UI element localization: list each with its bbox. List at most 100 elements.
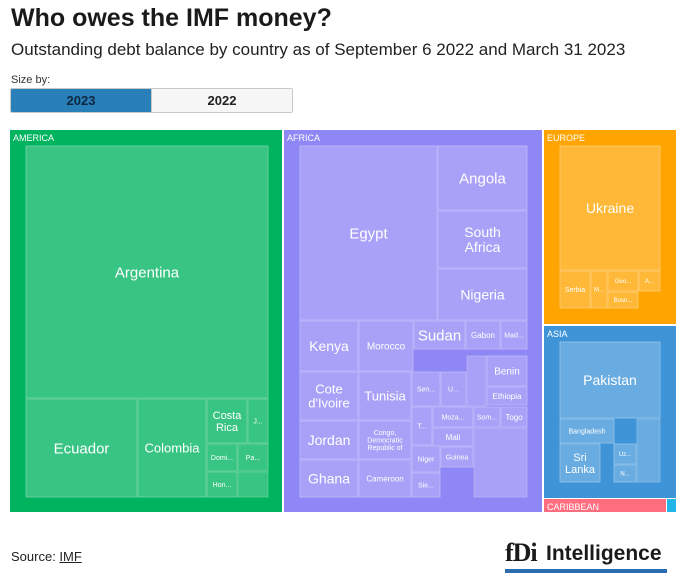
tile-bangladesh[interactable] (559, 418, 615, 444)
tile-label-togo: Togo (505, 413, 523, 422)
tile-benin[interactable] (486, 355, 528, 387)
size-by-2022-button[interactable]: 2022 (151, 89, 292, 112)
tile-label-benin: Benin (494, 367, 520, 378)
tile-domi[interactable] (206, 443, 238, 472)
tile-tunisia[interactable] (358, 371, 412, 421)
tile-label-mad: Mad... (504, 333, 524, 340)
tile-argentina[interactable] (25, 145, 269, 399)
tile-ethiopia[interactable] (486, 386, 528, 406)
tile-gabon[interactable] (465, 320, 501, 350)
region-label-america: AMERICA (13, 133, 54, 143)
tile-kenya[interactable] (299, 320, 359, 372)
tile-cote-d-ivoire[interactable] (299, 371, 359, 421)
tile-label-morocco: Morocco (367, 342, 406, 353)
logo-text: Intelligence (546, 542, 662, 565)
tile-sie[interactable] (411, 472, 441, 498)
tile-uz[interactable] (613, 443, 637, 465)
region-africa-minor-tiles-1 (473, 427, 528, 498)
tile-label-sri-lanka: Sri Lanka (565, 452, 596, 476)
tile-colombia[interactable] (137, 398, 207, 498)
tile-label-bangladesh: Bangladesh (569, 429, 606, 436)
tile-niger[interactable] (411, 445, 441, 473)
tile-label-south-africa: South Africa (464, 224, 501, 255)
tile-label-j: J... (253, 419, 262, 426)
tile-label-som: Som... (477, 415, 497, 422)
tile-label-ethiopia: Ethiopia (493, 392, 522, 401)
region-label-africa: AFRICA (287, 133, 320, 143)
tile-congo-democratic-republic-of[interactable] (358, 420, 412, 460)
tile-t[interactable] (411, 406, 433, 446)
tile-label-serbia: Serbia (565, 287, 585, 294)
tile-som[interactable] (473, 406, 501, 428)
tile-serbia[interactable] (559, 270, 591, 309)
source-link[interactable]: IMF (59, 549, 82, 564)
tile-egypt[interactable] (299, 145, 438, 321)
tile-sen[interactable] (411, 371, 441, 407)
tile-costa-rica[interactable] (206, 398, 248, 444)
tile-south-africa[interactable] (437, 210, 528, 269)
logo-underline-bar (505, 569, 667, 573)
tile-j[interactable] (247, 398, 269, 444)
tile-morocco[interactable] (358, 320, 414, 372)
chart-subtitle: Outstanding debt balance by country as o… (11, 40, 626, 59)
tile-mali[interactable] (432, 427, 474, 447)
tile-label-cameroon: Cameroon (366, 474, 403, 483)
chart-title: Who owes the IMF money? (11, 4, 332, 32)
tile-jordan[interactable] (299, 420, 359, 460)
tile-label-ghana: Ghana (308, 471, 350, 487)
tile-label-guinea: Guinea (446, 455, 469, 462)
region-africa-minor-tiles-0 (466, 355, 487, 407)
size-by-label: Size by: (11, 74, 51, 86)
tile-togo[interactable] (500, 406, 528, 428)
tile-label-n: N... (620, 472, 630, 478)
tile-pakistan[interactable] (559, 341, 661, 419)
tile-sri-lanka[interactable] (559, 443, 601, 483)
tile-label-bosn: Bosn... (614, 298, 633, 304)
tile-label-gabon: Gabon (471, 331, 495, 340)
logo-mark: fDi (505, 538, 538, 567)
tile-label-angola: Angola (459, 170, 506, 187)
tile-angola[interactable] (437, 145, 528, 211)
tile-cameroon[interactable] (358, 459, 412, 498)
tile-label-tunisia: Tunisia (364, 389, 406, 404)
tile-nigeria[interactable] (437, 268, 528, 321)
fdi-intelligence-logo: fDi Intelligence (505, 538, 673, 578)
tile-ukraine[interactable] (559, 145, 661, 271)
region-label-caribbean: CARIBBEAN (547, 502, 599, 512)
region-label-europe: EUROPE (547, 133, 585, 143)
tile-label-congo-democratic-republic-of: Congo, Democratic Republic of (367, 430, 403, 452)
tile-m[interactable] (590, 270, 608, 309)
tile-label-m: M... (594, 288, 604, 294)
tile-pa[interactable] (237, 443, 269, 472)
tile-hon[interactable] (206, 471, 238, 498)
tile-label-domi: Domi... (211, 455, 233, 462)
tile-label-sudan: Sudan (418, 327, 461, 344)
region-other-strip[interactable] (667, 499, 676, 512)
tile-label-cote-d-ivoire: Cote d'Ivoire (308, 382, 350, 411)
tile-ecuador[interactable] (25, 398, 138, 498)
tile-label-egypt: Egypt (349, 225, 388, 242)
size-by-2023-button[interactable]: 2023 (11, 89, 151, 112)
tile-label-uz: Uz... (619, 452, 632, 458)
region-caribbean[interactable] (544, 499, 666, 512)
tile-label-jordan: Jordan (308, 432, 351, 448)
tile-a[interactable] (638, 270, 661, 292)
tile-n[interactable] (613, 464, 637, 483)
tile-label-niger: Niger (418, 457, 435, 464)
tile-sudan[interactable] (413, 320, 466, 350)
tile-moza[interactable] (432, 406, 474, 428)
tile-bosn[interactable] (607, 291, 639, 309)
tile-ghana[interactable] (299, 459, 359, 498)
tile-label-kenya: Kenya (309, 338, 349, 354)
tile-label-sen: Sen... (417, 387, 435, 394)
tile-label-nigeria: Nigeria (460, 287, 505, 303)
tile-label-geo: Geo... (615, 279, 632, 285)
tile-u[interactable] (440, 371, 467, 407)
source-prefix: Source: (11, 549, 60, 564)
tile-guinea[interactable] (440, 446, 474, 468)
tile-label-t: T... (417, 424, 426, 431)
tile-mad[interactable] (500, 320, 528, 350)
tile-geo[interactable] (607, 270, 639, 292)
source-note: Source: IMF (11, 549, 82, 564)
